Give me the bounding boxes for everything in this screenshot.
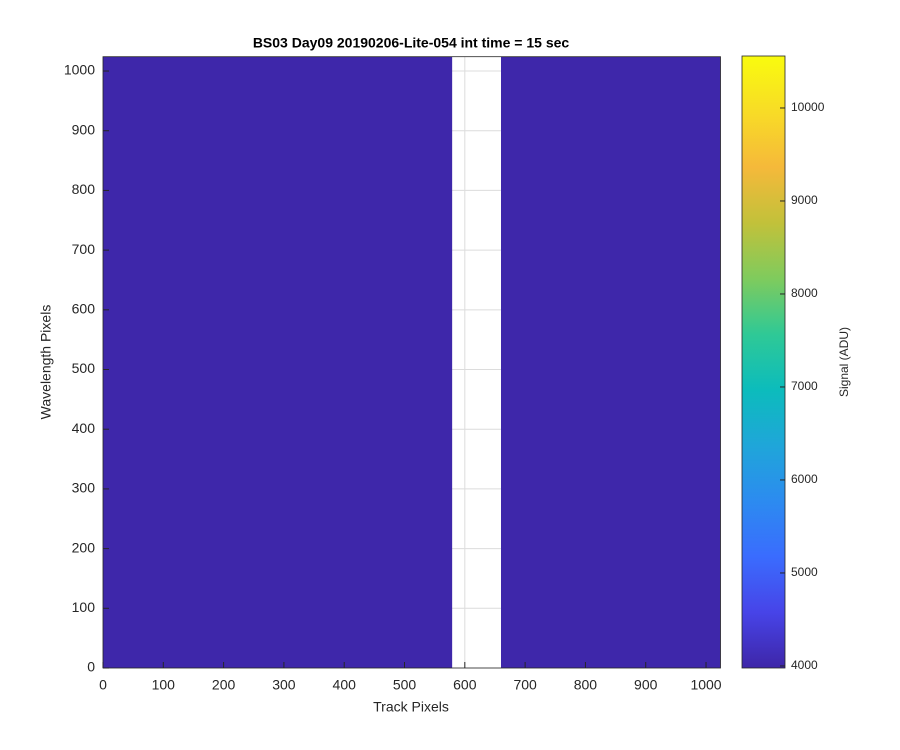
colorbar-tick-label: 6000 <box>791 472 818 486</box>
axes-frame <box>102 56 721 669</box>
y-tick-label: 0 <box>87 659 95 675</box>
image-region <box>500 56 721 668</box>
colorbar-label: Signal (ADU) <box>837 327 851 397</box>
colorbar-tick-label: 9000 <box>791 193 818 207</box>
y-tick-label: 100 <box>72 599 96 615</box>
y-tick-label: 1000 <box>64 62 95 78</box>
colorbar-tick-label: 8000 <box>791 286 818 300</box>
x-tick-label: 300 <box>272 677 296 693</box>
y-tick-label: 800 <box>72 181 96 197</box>
y-tick-label: 900 <box>72 121 96 137</box>
y-tick-label: 400 <box>72 420 96 436</box>
y-tick-label: 300 <box>72 480 96 496</box>
y-tick-label: 500 <box>72 360 96 376</box>
colorbar-tick-label: 7000 <box>791 379 818 393</box>
x-tick-label: 100 <box>152 677 176 693</box>
y-axis-label: Wavelength Pixels <box>38 305 54 420</box>
x-tick-label: 400 <box>333 677 357 693</box>
x-tick-label: 500 <box>393 677 417 693</box>
y-tick-label: 700 <box>72 241 96 257</box>
x-tick-label: 200 <box>212 677 236 693</box>
colorbar-tick-label: 4000 <box>791 658 818 672</box>
y-tick-label: 200 <box>72 539 96 555</box>
y-tick-label: 600 <box>72 301 96 317</box>
x-tick-label: 900 <box>634 677 658 693</box>
chart-title: BS03 Day09 20190206-Lite-054 int time = … <box>253 35 570 51</box>
x-tick-label: 700 <box>513 677 537 693</box>
x-tick-label: 800 <box>574 677 598 693</box>
x-axis-label: Track Pixels <box>373 699 449 715</box>
image-region <box>103 56 453 668</box>
x-tick-label: 0 <box>99 677 107 693</box>
colorbar-tick-label: 5000 <box>791 565 818 579</box>
x-tick-label: 1000 <box>690 677 721 693</box>
x-tick-label: 600 <box>453 677 477 693</box>
colorbar <box>741 55 786 669</box>
colorbar-tick-label: 10000 <box>791 100 825 114</box>
